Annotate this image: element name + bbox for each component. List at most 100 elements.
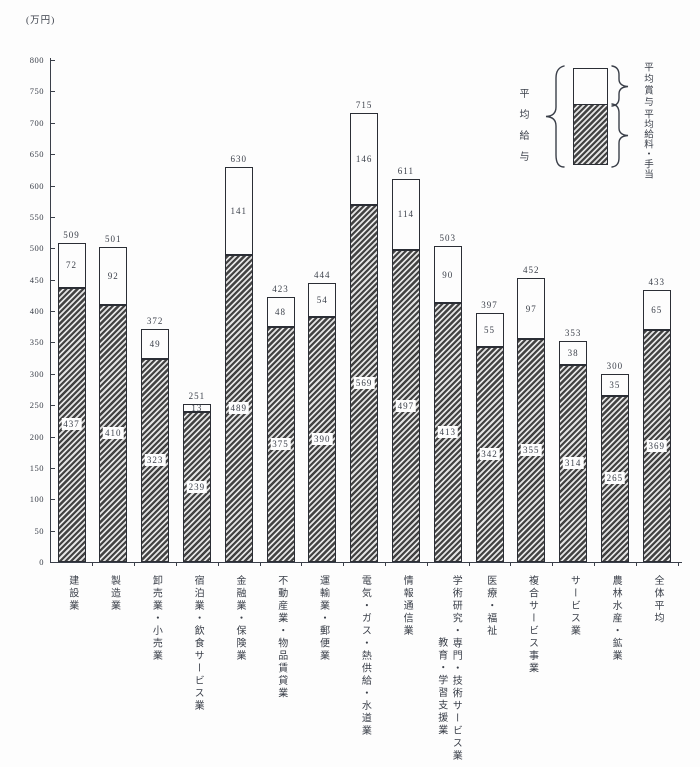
bar-salary-label: 410 [103, 426, 124, 439]
y-tick-mark [51, 185, 55, 187]
bar-salary-label: 497 [395, 399, 417, 412]
x-axis-line [50, 562, 682, 564]
x-tick-mark [594, 563, 595, 566]
bar-salary-label: 342 [479, 448, 500, 461]
bar-salary-label: 390 [312, 433, 333, 446]
category-label: 運輸業・郵便業 [315, 575, 330, 663]
y-tick-label: 750 [29, 86, 44, 97]
bar-segment-bonus [266, 296, 295, 327]
legend-swatch-bonus [573, 68, 608, 105]
bar-salary-label: 413 [437, 425, 458, 438]
category-label-line: 全体平均 [651, 575, 663, 625]
y-axis-line [50, 58, 52, 562]
bar-salary-label: 375 [270, 437, 291, 450]
left-brace [545, 65, 565, 168]
category-label: 金融業・保険業 [231, 575, 246, 663]
x-tick-mark [510, 563, 512, 566]
bar-total-label: 397 [481, 299, 498, 310]
bar-bonus-label: 13 [191, 402, 203, 413]
y-tick-label: 550 [29, 211, 44, 222]
x-tick-mark [301, 563, 303, 566]
bar-total-label: 300 [606, 360, 624, 371]
legend-braces [545, 65, 629, 168]
bar-segment-bonus [308, 283, 337, 318]
category-label: 不動産業・物品賃貸業 [273, 575, 288, 700]
right-brace-bonus [611, 65, 629, 107]
bar-total-label: 501 [105, 233, 122, 244]
category-label: 電気・ガス・熱供給・水道業 [357, 575, 372, 738]
y-tick-mark [51, 122, 55, 124]
category-label-line: 学術研究・専門・技術サービス業 [450, 575, 462, 763]
x-tick-mark [552, 563, 554, 566]
category-label-line: 情報通信業 [401, 575, 413, 638]
bar-bonus-label: 38 [567, 348, 579, 359]
legend-label-average-wage: 平均給与 [517, 88, 528, 172]
y-tick-label: 700 [29, 117, 44, 128]
bar-total-label: 372 [146, 315, 164, 326]
category-label-line: 金融業・保険業 [233, 575, 245, 663]
y-tick-mark [51, 499, 55, 501]
y-tick-mark [51, 530, 55, 532]
category-label: 農林水産・鉱業 [608, 575, 623, 663]
x-tick-mark [635, 563, 637, 566]
bar-segment-bonus [559, 341, 588, 365]
bar-bonus-label: 92 [107, 270, 119, 281]
y-tick-label: 0 [39, 557, 44, 567]
y-tick-mark [51, 91, 55, 93]
bar-total-label: 353 [564, 328, 582, 339]
x-tick-mark [677, 563, 679, 566]
bar-segment-bonus [642, 289, 671, 331]
y-tick-mark [51, 248, 55, 250]
y-tick-label: 200 [29, 431, 44, 442]
bar-total-label: 433 [648, 276, 665, 287]
y-tick-label: 300 [29, 368, 44, 379]
bar-bonus-label: 49 [149, 338, 161, 349]
category-label-line: 建設業 [66, 575, 78, 613]
bar-salary-label: 265 [604, 472, 626, 485]
bar-salary-label: 489 [228, 402, 249, 415]
bar-total-label: 715 [355, 100, 373, 111]
category-label: 学術研究・専門・技術サービス業 教育・学習支援業 [433, 575, 462, 763]
y-tick-label: 250 [29, 400, 44, 411]
bar-total-label: 251 [188, 390, 206, 401]
category-label: 建設業 [64, 575, 79, 613]
bar-segment-bonus [433, 246, 462, 303]
category-label-line: サービス業 [568, 575, 580, 638]
bar-bonus-label: 35 [609, 379, 621, 390]
y-tick-mark [51, 60, 55, 61]
bar-bonus-label: 141 [230, 205, 247, 216]
category-label: 複合サービス事業 [524, 575, 539, 675]
bar-total-label: 452 [523, 265, 540, 276]
bar-total-label: 503 [439, 233, 456, 244]
x-tick-mark [217, 563, 219, 566]
x-tick-mark [134, 563, 136, 566]
bar-segment-bonus [350, 113, 379, 205]
y-tick-label: 400 [29, 306, 44, 316]
y-tick-label: 50 [34, 525, 44, 536]
y-tick-label: 500 [29, 243, 44, 254]
bar-salary-label: 355 [521, 444, 542, 457]
bar-total-label: 630 [230, 153, 247, 164]
bar-bonus-label: 114 [397, 209, 414, 220]
y-axis-unit-label: (万円) [26, 16, 56, 26]
bar-bonus-label: 90 [442, 269, 454, 280]
y-tick-mark [51, 342, 55, 344]
bar-salary-label: 369 [646, 439, 667, 452]
x-tick-mark [468, 563, 470, 566]
y-tick-mark [51, 405, 55, 407]
category-label: サービス業 [566, 575, 581, 638]
bar-salary-label: 323 [144, 454, 166, 467]
y-tick-mark [51, 279, 55, 281]
category-label-line: 医療・福祉 [484, 575, 496, 638]
y-tick-label: 350 [29, 337, 44, 348]
legend-label-average-salary-allowance: 平均給料・手当 [642, 109, 652, 179]
legend-label-average-bonus: 平均賞与 [642, 62, 652, 108]
bar-bonus-label: 65 [651, 305, 663, 316]
right-brace-salary-allowance [611, 103, 629, 168]
category-label-line: 複合サービス事業 [526, 575, 538, 675]
bar-segment-bonus [600, 373, 629, 396]
bar-segment-bonus [517, 278, 546, 340]
bar-bonus-label: 54 [316, 295, 328, 306]
bar-salary-label: 437 [61, 418, 82, 431]
